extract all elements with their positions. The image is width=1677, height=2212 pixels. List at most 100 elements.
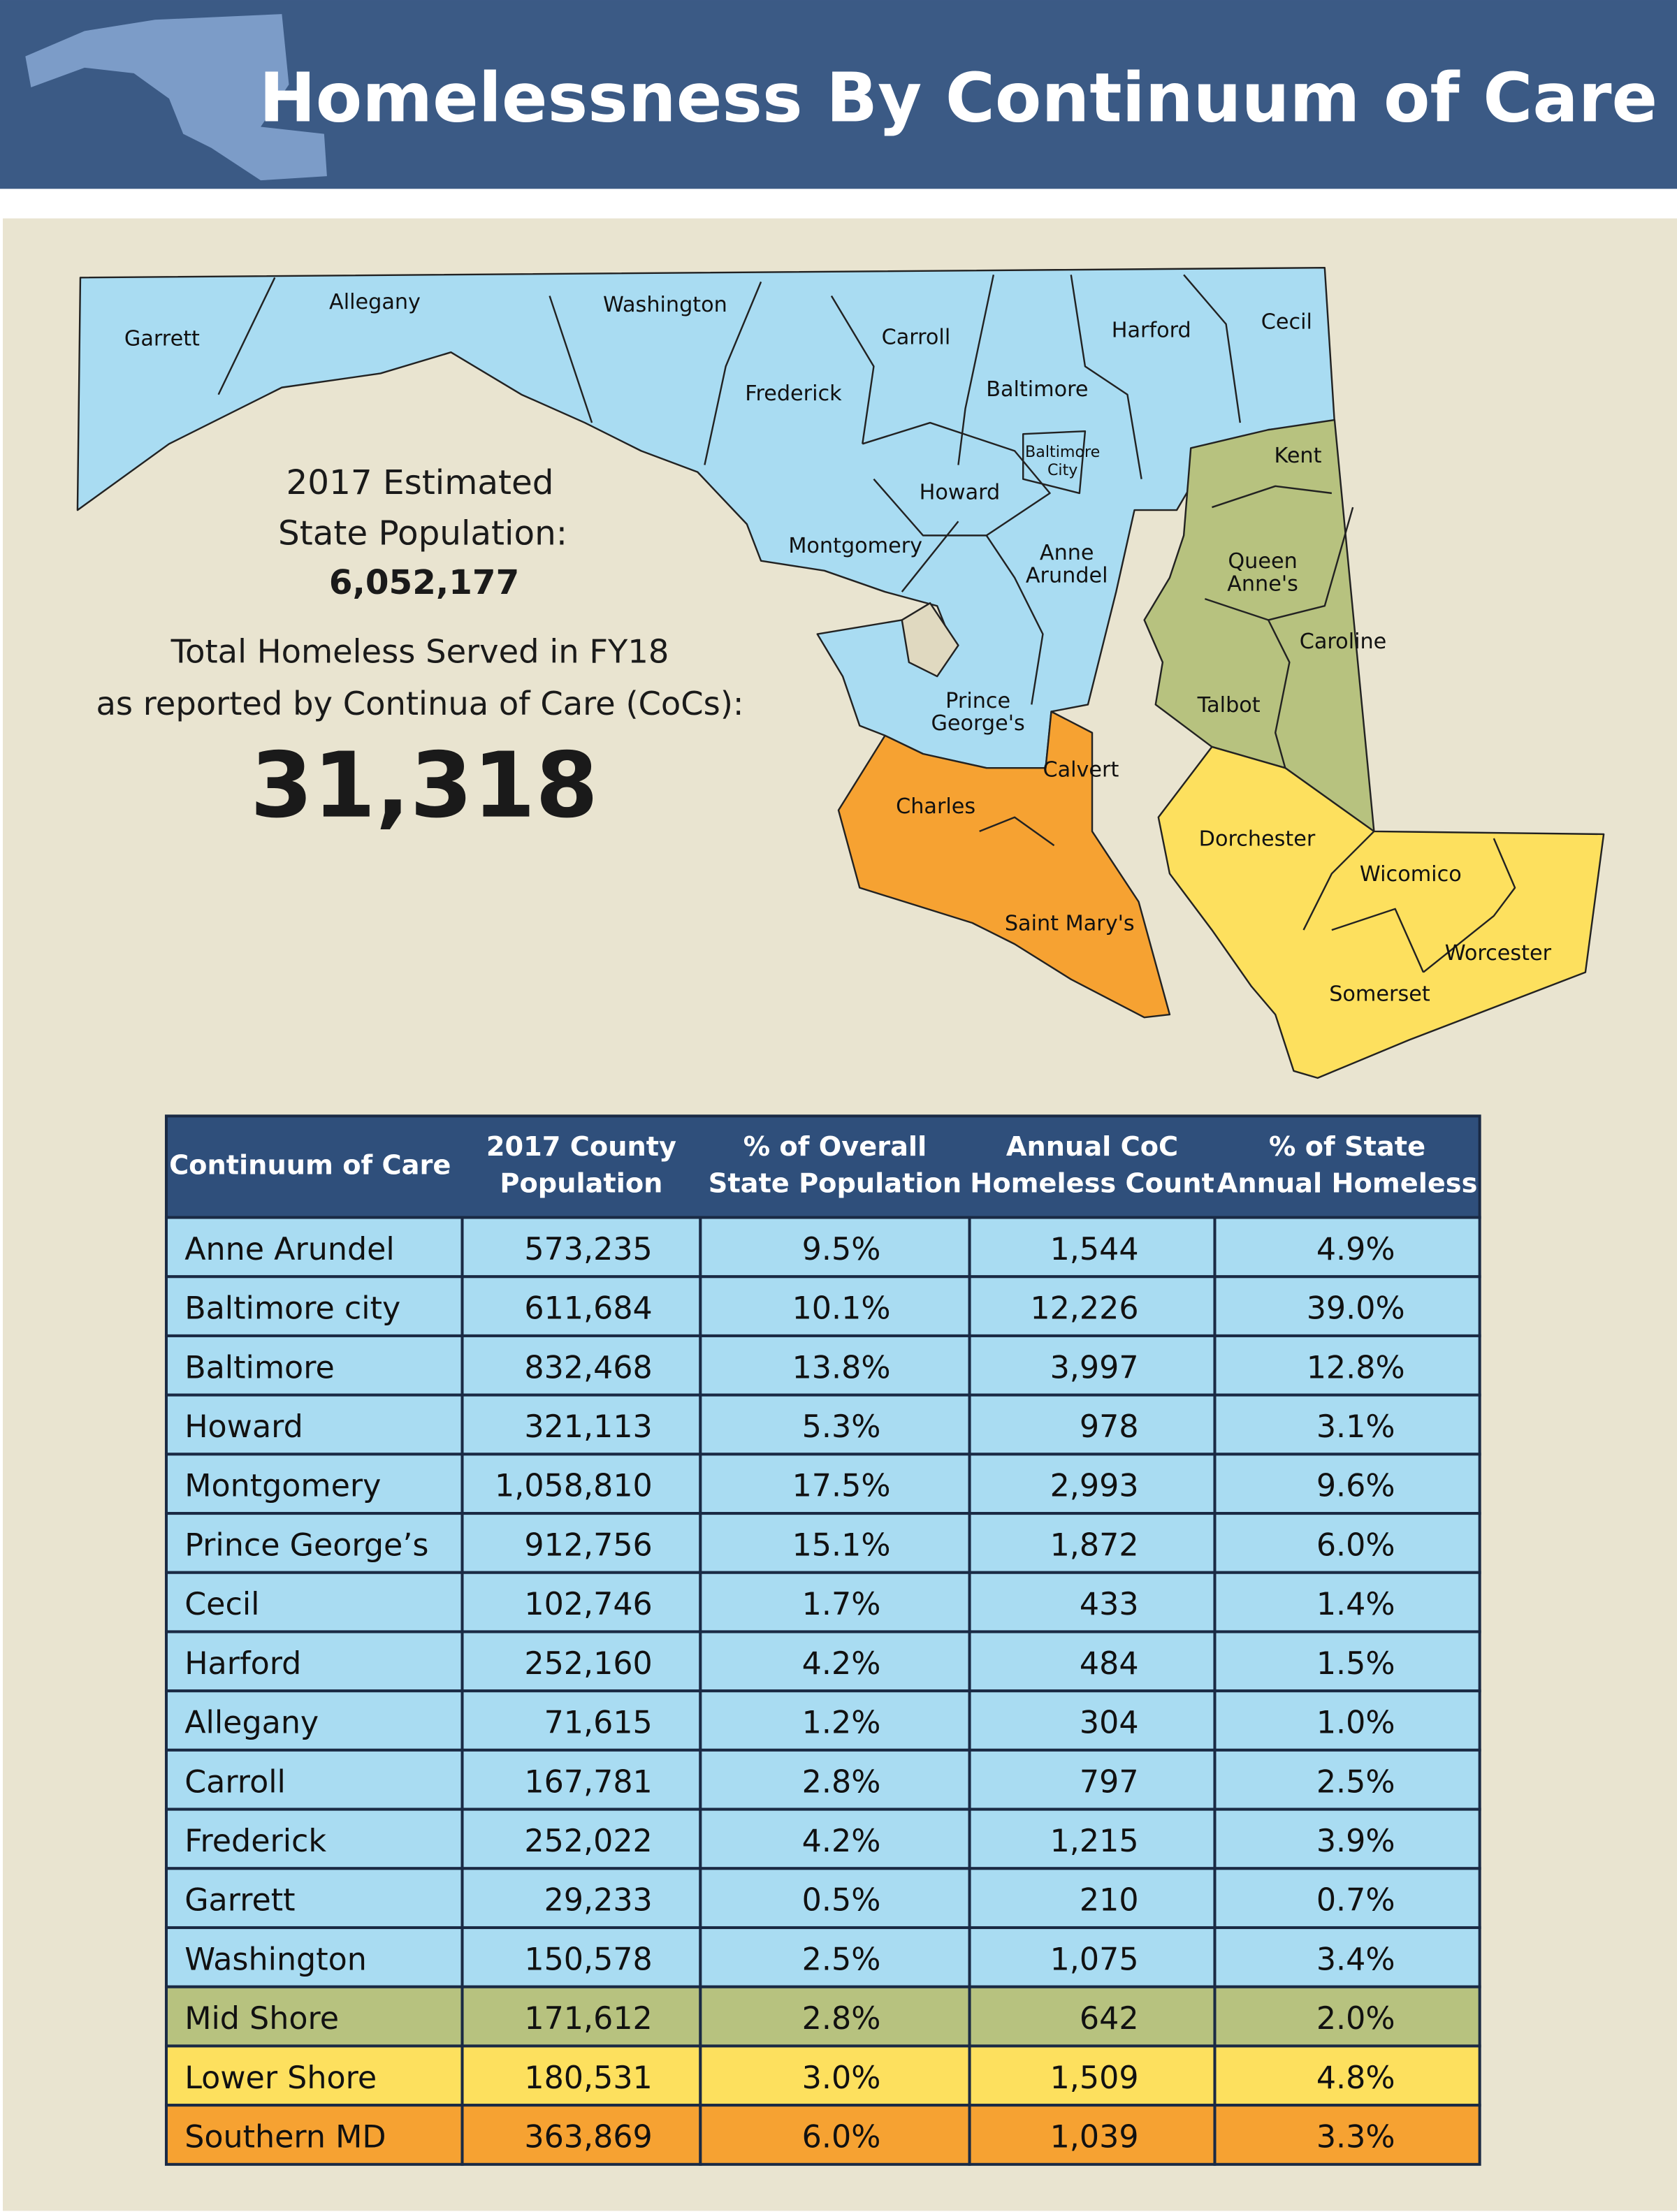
header-cell: Annual CoC bbox=[1006, 1131, 1178, 1163]
map-label: Allegany bbox=[329, 290, 421, 314]
table-cell bbox=[699, 1689, 971, 1752]
table-value: 321,113 bbox=[524, 1409, 652, 1445]
border bbox=[979, 816, 1055, 847]
table-cell bbox=[460, 2104, 702, 2166]
row-label: Prince George’s bbox=[184, 1527, 428, 1563]
table-value: 3.4% bbox=[1316, 1942, 1395, 1977]
table-cell bbox=[164, 1867, 464, 1930]
table-value: 1.2% bbox=[802, 1705, 881, 1741]
border bbox=[1302, 831, 1375, 931]
dc-area bbox=[901, 602, 959, 678]
mid-shore-region bbox=[1143, 419, 1375, 833]
table-value: 304 bbox=[1080, 1705, 1139, 1741]
table-cell bbox=[1213, 1393, 1481, 1456]
table-value: 180,531 bbox=[524, 2060, 652, 2096]
map-label: Baltimore bbox=[986, 377, 1088, 402]
table-cell bbox=[460, 1926, 702, 1988]
table-cell bbox=[460, 1393, 702, 1456]
stats: 2017 Estimated State Population: 6,052,1… bbox=[96, 463, 743, 838]
border bbox=[1183, 274, 1241, 423]
table-value: 797 bbox=[1080, 1764, 1139, 1800]
border bbox=[1268, 619, 1291, 769]
table-cell bbox=[1213, 1689, 1481, 1752]
table-value: 150,578 bbox=[524, 1942, 652, 1977]
table-cell bbox=[968, 1689, 1217, 1752]
table-cell bbox=[460, 1689, 702, 1752]
southern-region bbox=[837, 711, 1171, 1019]
population-value: 6,052,177 bbox=[329, 563, 519, 602]
table-value: 2.8% bbox=[802, 1764, 881, 1800]
table-value: 6.0% bbox=[1316, 1527, 1395, 1563]
map-label: Queen bbox=[1228, 549, 1297, 574]
map-label: Anne's bbox=[1227, 572, 1298, 596]
map-label: Caroline bbox=[1300, 630, 1387, 654]
title: Homelessness By Continuum of Care bbox=[259, 59, 1657, 138]
header-cell: % of Overall bbox=[743, 1131, 927, 1163]
table-value: 252,022 bbox=[524, 1824, 652, 1859]
table-value: 0.5% bbox=[802, 1883, 881, 1919]
table-cell bbox=[460, 1807, 702, 1870]
table-header bbox=[164, 1114, 1481, 1219]
row-label: Lower Shore bbox=[184, 2060, 377, 2096]
header-cell: Annual Homeless bbox=[1217, 1168, 1478, 1200]
table-value: 29,233 bbox=[544, 1883, 653, 1919]
map-label: Arundel bbox=[1026, 563, 1108, 588]
table-value: 1,215 bbox=[1050, 1824, 1139, 1859]
table-cell bbox=[968, 1748, 1217, 1811]
homeless-label: as reported by Continua of Care (CoCs): bbox=[96, 685, 743, 722]
row-label: Howard bbox=[184, 1409, 303, 1445]
border bbox=[217, 277, 276, 395]
table-cell bbox=[1213, 2104, 1481, 2166]
table-value: 978 bbox=[1080, 1409, 1139, 1445]
table-value: 210 bbox=[1080, 1883, 1139, 1919]
table-value: 13.8% bbox=[792, 1350, 891, 1385]
table-value: 573,235 bbox=[524, 1232, 652, 1267]
table-value: 1.0% bbox=[1316, 1705, 1395, 1741]
table-cell bbox=[1213, 1807, 1481, 1870]
table-cell bbox=[699, 1926, 971, 1988]
map-label: Harford bbox=[1112, 318, 1191, 342]
header-cell: Homeless Count bbox=[970, 1168, 1214, 1200]
central-region bbox=[76, 266, 1336, 769]
table-value: 484 bbox=[1080, 1646, 1139, 1682]
table-cell bbox=[164, 1630, 464, 1693]
map-label: Washington bbox=[603, 293, 727, 317]
table-cell bbox=[460, 1334, 702, 1397]
map-label: Calvert bbox=[1043, 758, 1119, 783]
table-cell bbox=[1213, 1334, 1481, 1397]
table-cell bbox=[968, 1216, 1217, 1279]
table-value: 2.0% bbox=[1316, 2001, 1395, 2037]
table-cell bbox=[699, 1867, 971, 1930]
table-value: 611,684 bbox=[524, 1291, 652, 1327]
table-cell bbox=[968, 1985, 1217, 2048]
map-label: Charles bbox=[896, 794, 975, 819]
map-label: George's bbox=[931, 711, 1024, 736]
table-value: 167,781 bbox=[524, 1764, 652, 1800]
homeless-label: Total Homeless Served in FY18 bbox=[170, 632, 669, 670]
table-value: 102,746 bbox=[524, 1587, 652, 1622]
map-label: Frederick bbox=[745, 381, 842, 406]
table-value: 71,615 bbox=[544, 1705, 653, 1741]
table-value: 3.3% bbox=[1316, 2120, 1395, 2155]
border bbox=[1331, 908, 1425, 973]
map-label: Montgomery bbox=[788, 534, 922, 558]
table-value: 15.1% bbox=[792, 1527, 891, 1563]
map-label: Prince bbox=[945, 689, 1010, 713]
table-cell bbox=[699, 1216, 971, 1279]
table-value: 1.7% bbox=[802, 1587, 881, 1622]
map-label: Dorchester bbox=[1199, 827, 1316, 852]
table-value: 12,226 bbox=[1030, 1291, 1138, 1327]
header-cell: 2017 County bbox=[486, 1131, 676, 1163]
border bbox=[901, 521, 959, 592]
border bbox=[1022, 430, 1087, 495]
table-cell bbox=[1213, 1571, 1481, 1633]
table-value: 1,544 bbox=[1050, 1232, 1139, 1267]
map-label: Howard bbox=[920, 480, 1001, 504]
table-cell bbox=[1213, 1630, 1481, 1693]
homeless-total: 31,318 bbox=[250, 734, 598, 838]
table-cell bbox=[164, 1748, 464, 1811]
table-value: 4.2% bbox=[802, 1646, 881, 1682]
map-label: Worcester bbox=[1445, 941, 1552, 966]
row-label: Washington bbox=[184, 1942, 367, 1977]
row-label: Montgomery bbox=[184, 1469, 381, 1504]
